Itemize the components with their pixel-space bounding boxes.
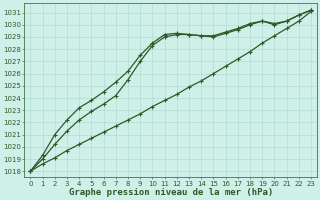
- X-axis label: Graphe pression niveau de la mer (hPa): Graphe pression niveau de la mer (hPa): [68, 188, 273, 197]
